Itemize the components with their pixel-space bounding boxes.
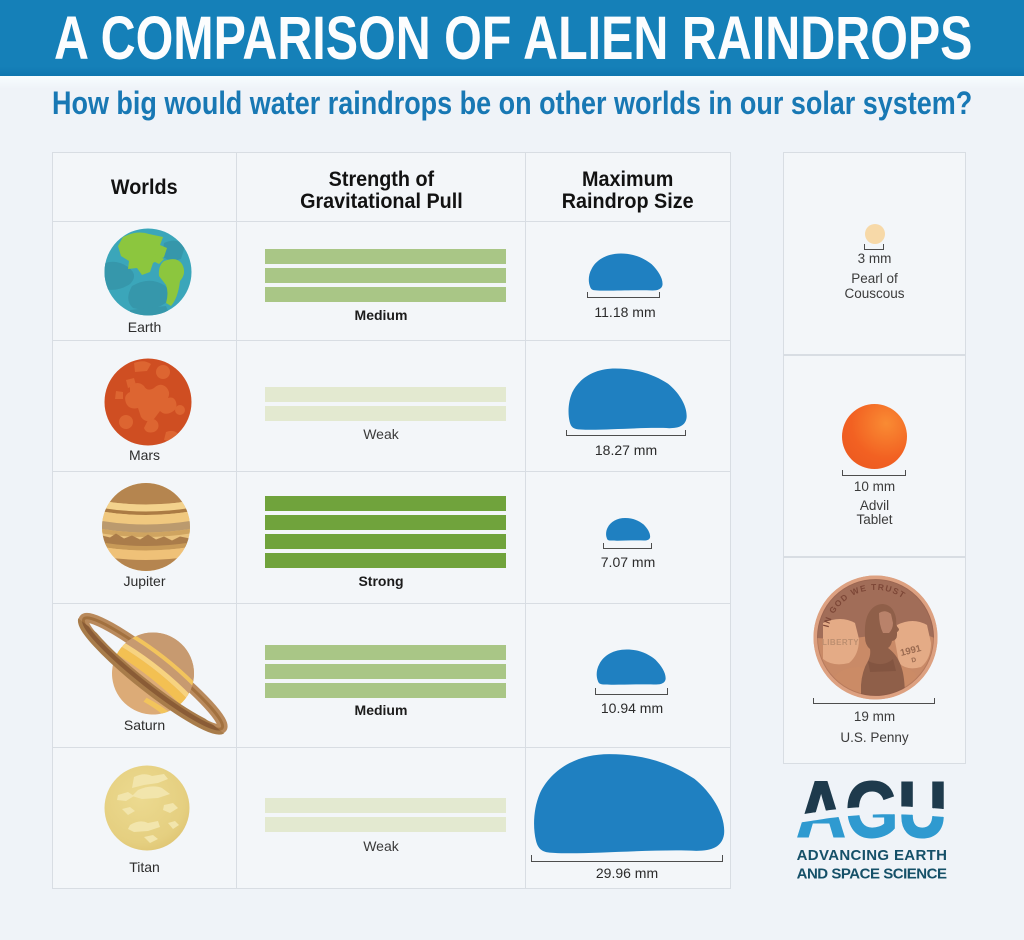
svg-text:ADVANCING EARTH: ADVANCING EARTH [797,847,947,864]
svg-text:LIBERTY: LIBERTY [822,638,859,647]
svg-text:1991: 1991 [899,642,923,658]
svg-text:AND SPACE SCIENCE: AND SPACE SCIENCE [797,865,947,882]
svg-text:AGU: AGU [797,772,947,854]
svg-text:D: D [911,656,918,664]
